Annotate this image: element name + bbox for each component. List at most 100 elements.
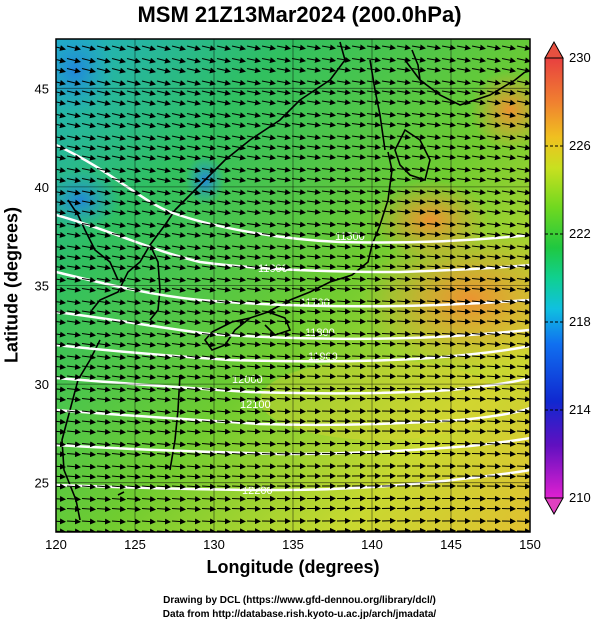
wind-arrow xyxy=(201,331,216,338)
wind-arrow xyxy=(456,298,471,305)
wind-arrow xyxy=(516,264,530,271)
wind-arrow xyxy=(56,244,66,251)
wind-arrow xyxy=(321,318,336,325)
wind-arrow xyxy=(516,134,530,141)
wind-arrow xyxy=(66,286,81,293)
wind-arrow xyxy=(56,299,66,306)
wind-arrow xyxy=(81,222,96,228)
wind-arrow xyxy=(456,263,471,270)
wind-arrow xyxy=(486,428,501,435)
wind-arrow xyxy=(171,100,186,106)
wind-arrow xyxy=(96,341,111,348)
wind-arrow xyxy=(276,231,291,238)
wind-arrow xyxy=(81,90,96,96)
wind-arrow xyxy=(246,331,261,338)
colorbar-tick-label: 222 xyxy=(569,226,591,241)
wind-arrow xyxy=(126,189,141,196)
wind-arrow xyxy=(306,154,321,161)
wind-arrow xyxy=(276,341,291,348)
wind-arrow xyxy=(56,79,66,86)
wind-arrow xyxy=(336,188,351,195)
wind-arrow xyxy=(471,286,486,293)
wind-arrow xyxy=(56,254,66,261)
wind-arrow xyxy=(321,79,336,86)
wind-arrow xyxy=(186,199,201,206)
wind-arrow xyxy=(216,189,231,196)
wind-arrow xyxy=(321,243,336,250)
wind-arrow xyxy=(276,243,291,250)
wind-arrow xyxy=(366,340,381,347)
wind-arrow xyxy=(261,67,276,74)
wind-arrow xyxy=(141,122,156,129)
wind-arrow xyxy=(66,231,81,238)
wind-arrow xyxy=(276,166,291,173)
wind-arrow xyxy=(156,254,171,261)
wind-arrow xyxy=(66,154,81,161)
wind-arrow xyxy=(96,177,111,184)
wind-arrow xyxy=(336,263,351,270)
wind-arrow xyxy=(156,80,171,86)
wind-arrow xyxy=(156,154,171,161)
wind-arrow xyxy=(411,263,426,270)
wind-arrow xyxy=(141,45,156,52)
wind-arrow xyxy=(501,353,516,360)
wind-arrow xyxy=(486,318,501,325)
wind-arrow xyxy=(471,341,486,348)
wind-arrow xyxy=(351,308,366,315)
wind-arrow xyxy=(56,221,66,228)
wind-arrow xyxy=(486,57,501,64)
wind-arrow xyxy=(231,483,246,490)
wind-arrow xyxy=(156,309,171,316)
wind-arrow xyxy=(216,299,231,306)
wind-arrow xyxy=(336,286,351,293)
wind-arrow xyxy=(381,44,396,51)
contour-label: 11500 xyxy=(335,231,365,243)
wind-arrow xyxy=(291,331,306,338)
wind-arrow xyxy=(246,244,261,251)
wind-arrow xyxy=(441,331,456,338)
wind-arrow xyxy=(321,363,336,370)
wind-arrow xyxy=(141,189,156,196)
wind-arrow xyxy=(441,176,456,183)
wind-arrow xyxy=(246,341,261,348)
wind-arrow xyxy=(111,67,126,74)
wind-arrow xyxy=(471,166,486,173)
wind-arrow xyxy=(426,144,441,151)
wind-arrow xyxy=(216,231,231,238)
wind-arrow xyxy=(126,254,141,261)
wind-arrow xyxy=(411,79,426,86)
wind-arrow xyxy=(351,231,366,238)
wind-arrow xyxy=(456,121,471,128)
wind-arrow xyxy=(126,341,141,348)
wind-arrow xyxy=(501,89,516,96)
wind-arrow xyxy=(426,263,441,270)
wind-arrow xyxy=(306,385,321,392)
wind-arrow xyxy=(126,244,141,251)
wind-arrow xyxy=(96,67,111,74)
wind-arrow xyxy=(381,330,396,337)
wind-arrow xyxy=(396,144,411,151)
wind-arrow xyxy=(156,189,171,196)
wind-arrow xyxy=(81,67,96,74)
wind-arrow xyxy=(261,231,276,238)
wind-arrow xyxy=(216,309,231,316)
wind-arrow xyxy=(231,308,246,315)
wind-arrow xyxy=(156,100,171,106)
wind-arrow xyxy=(366,221,381,228)
wind-arrow xyxy=(411,231,426,238)
wind-arrow xyxy=(186,167,201,174)
wind-arrow xyxy=(321,276,336,283)
wind-arrow xyxy=(441,385,456,392)
wind-arrow xyxy=(411,243,426,250)
wind-arrow xyxy=(291,231,306,238)
wind-arrow xyxy=(456,57,471,63)
wind-arrow xyxy=(486,121,501,128)
wind-arrow xyxy=(276,408,291,415)
wind-arrow xyxy=(246,134,261,141)
wind-arrow xyxy=(486,79,501,86)
wind-arrow xyxy=(201,112,216,119)
wind-arrow xyxy=(171,232,186,238)
wind-arrow xyxy=(306,331,321,338)
wind-arrow xyxy=(366,231,381,238)
wind-arrow xyxy=(261,189,276,196)
